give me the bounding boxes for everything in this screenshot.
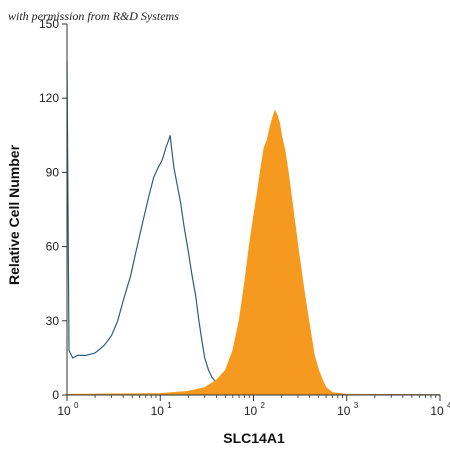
x-tick-label: 10 xyxy=(337,404,351,418)
x-tick-exponent: 2 xyxy=(261,401,266,410)
filled-histogram-series xyxy=(66,109,441,396)
x-tick-exponent: 1 xyxy=(167,401,172,410)
x-axis-label: SLC14A1 xyxy=(223,430,285,446)
x-tick-label: 10 xyxy=(430,404,444,418)
x-tick-label: 10 xyxy=(151,404,165,418)
y-tick-label: 60 xyxy=(46,240,60,254)
y-axis-label: Relative Cell Number xyxy=(6,144,22,285)
x-tick-label: 10 xyxy=(57,404,71,418)
x-tick-exponent: 3 xyxy=(354,401,359,410)
x-tick-label: 10 xyxy=(244,404,258,418)
y-tick-label: 150 xyxy=(39,17,59,31)
y-tick-label: 120 xyxy=(39,91,59,105)
y-tick-label: 30 xyxy=(46,314,60,328)
y-tick-label: 90 xyxy=(46,165,60,179)
x-tick-exponent: 4 xyxy=(447,401,450,410)
x-tick-exponent: 0 xyxy=(74,401,79,410)
y-tick-label: 0 xyxy=(52,388,59,402)
permission-watermark: with permission from R&D Systems xyxy=(8,9,179,23)
